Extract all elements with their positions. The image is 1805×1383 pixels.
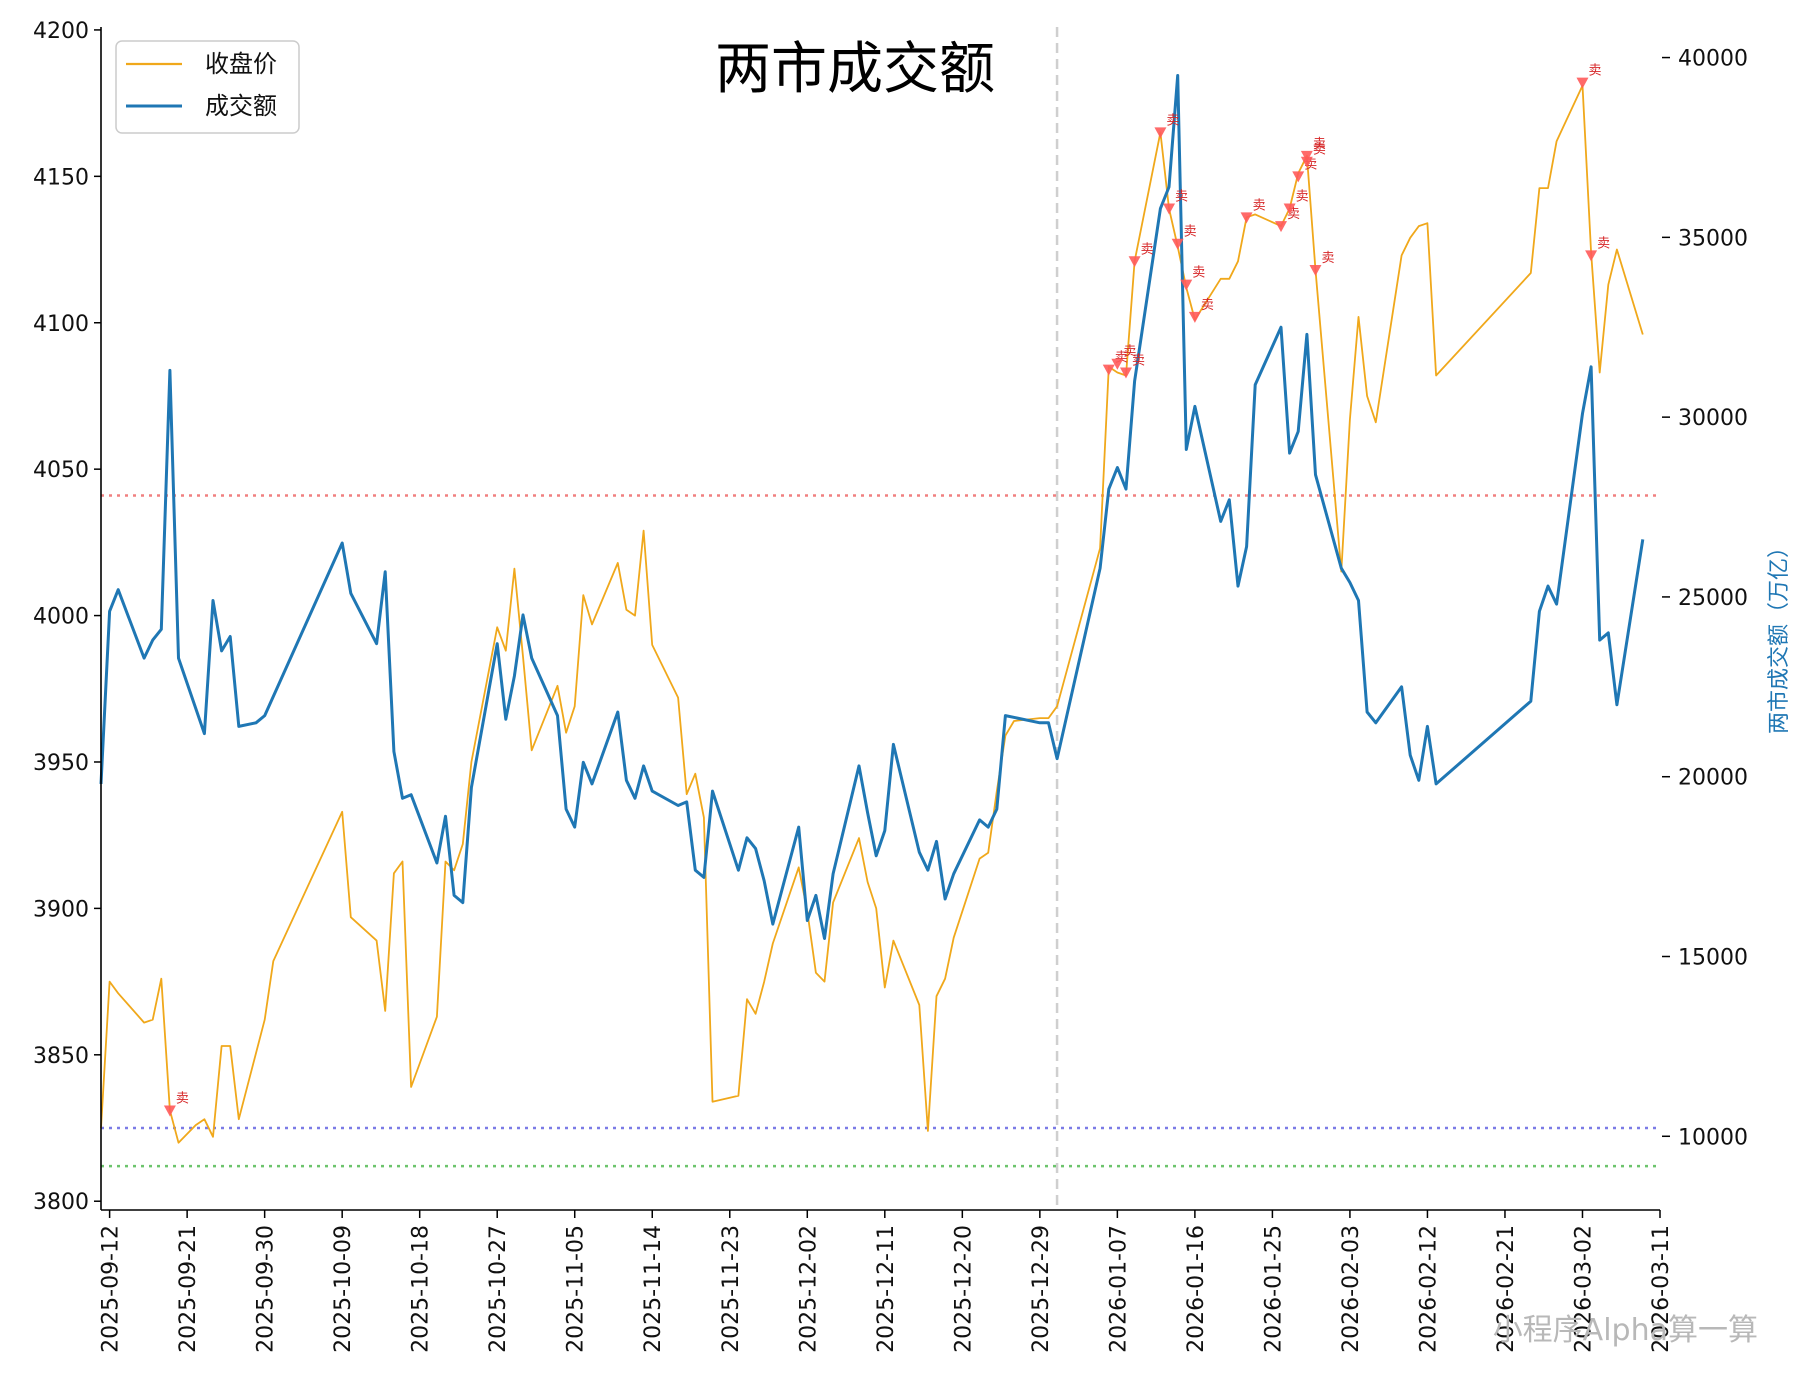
sell-marker-12 [1283,203,1296,215]
legend-label-volume: 成交额 [205,92,277,120]
sell-label-6: 卖 [1175,190,1188,205]
right-y-tick-label: 30000 [1678,406,1748,431]
right-y-tick-label: 15000 [1678,946,1748,971]
x-tick-label: 2025-10-09 [331,1225,356,1353]
x-tick-label: 2026-01-07 [1106,1225,1131,1353]
series-line-close [100,84,1644,1144]
sell-marker-7 [1171,238,1184,250]
sell-marker-14 [1300,156,1313,168]
left-y-tick-label: 3950 [33,751,89,776]
sell-label-16: 卖 [1321,251,1334,266]
chart-title: 两市成交额 [715,37,995,102]
right-y-tick-label: 20000 [1678,766,1748,791]
x-tick-label: 2025-12-20 [951,1225,976,1353]
sell-marker-18 [1585,250,1598,262]
x-tick-label: 2026-02-12 [1416,1225,1441,1353]
sell-marker-4 [1128,256,1141,268]
sell-label-5: 卖 [1166,113,1179,128]
axes-layer: 3800 3850 3900 3950 4000 4050 4100 4150 4200 1000… [33,19,1748,1353]
x-tick-label: 2025-09-12 [99,1225,124,1353]
x-tick-label: 2025-09-21 [176,1225,201,1353]
left-y-tick-label: 4200 [33,19,89,44]
sell-label-9: 卖 [1201,298,1214,313]
left-y-tick-label: 3800 [33,1190,89,1215]
right-y-tick-label: 25000 [1678,586,1748,611]
x-tick-label: 2026-01-25 [1261,1225,1286,1353]
sell-label-8: 卖 [1192,266,1205,281]
left-y-tick-label: 4150 [33,165,89,190]
right-y-tick-label: 40000 [1678,47,1748,72]
sell-marker-5 [1154,127,1167,139]
sell-marker-15 [1300,150,1313,162]
x-tick-label: 2026-03-11 [1649,1225,1674,1353]
sell-marker-16 [1309,265,1322,277]
series-line-volume [99,74,1645,940]
sell-marker-11 [1275,221,1288,233]
x-tick-label: 2025-12-29 [1029,1225,1054,1353]
x-tick-label: 2025-09-30 [254,1225,279,1353]
sell-label-0: 卖 [176,1091,189,1106]
sell-marker-9 [1188,311,1201,323]
sell-label-17: 卖 [1588,64,1601,79]
sell-label-14: 卖 [1313,143,1326,158]
watermark: 小程序Alpha算一算 [1493,1313,1758,1348]
sell-label-7: 卖 [1184,225,1197,240]
left-y-tick-label: 3900 [33,897,89,922]
x-tick-label: 2025-10-27 [486,1225,511,1353]
x-tick-label: 2026-01-16 [1184,1225,1209,1353]
sell-marker-6 [1163,203,1176,215]
sell-label-12: 卖 [1296,190,1309,205]
x-tick-label: 2025-10-18 [409,1225,434,1353]
x-tick-label: 2025-12-11 [874,1225,899,1353]
sell-label-4: 卖 [1141,242,1154,257]
right-axis-label: 两市成交额（万亿） [1767,536,1792,734]
sell-label-2: 卖 [1123,345,1136,360]
sell-marker-3 [1119,367,1132,379]
sell-marker-10 [1240,212,1253,224]
sell-marker-8 [1180,279,1193,291]
left-y-tick-label: 3850 [33,1044,89,1069]
sell-marker-1 [1102,364,1115,376]
x-tick-label: 2026-02-03 [1339,1225,1364,1353]
x-tick-label: 2025-11-05 [564,1225,589,1353]
left-y-tick-label: 4000 [33,605,89,630]
x-tick-label: 2025-11-14 [641,1225,666,1353]
series-layer [99,74,1645,1144]
x-tick-label: 2025-11-23 [719,1225,744,1353]
legend-label-close: 收盘价 [205,50,277,78]
sell-label-3: 卖 [1132,354,1145,369]
sell-marker-2 [1111,358,1124,370]
x-tick-label: 2025-12-02 [796,1225,821,1353]
sell-marker-13 [1292,171,1305,183]
right-y-tick-label: 35000 [1678,226,1748,251]
legend: 收盘价 成交额 [115,40,300,134]
x-tick-label: 2026-03-02 [1571,1225,1596,1353]
sell-label-18: 卖 [1597,236,1610,251]
left-y-tick-label: 4050 [33,458,89,483]
right-y-tick-label: 10000 [1678,1125,1748,1150]
left-y-tick-label: 4100 [33,312,89,337]
sell-marker-17 [1576,77,1589,89]
reference-lines-layer [101,27,1660,1210]
sell-label-10: 卖 [1253,198,1266,213]
sell-marker-0 [163,1105,176,1117]
x-tick-label: 2026-02-21 [1494,1225,1519,1353]
sell-label-15: 卖 [1313,137,1326,152]
